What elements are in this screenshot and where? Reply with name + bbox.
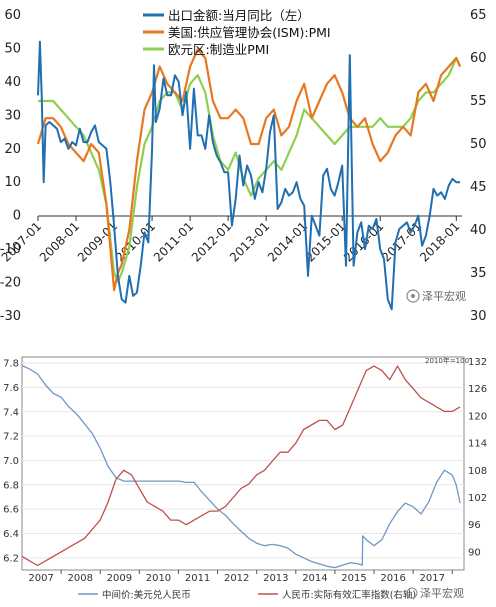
bottom-left-tick-label: 6.8 — [3, 480, 19, 491]
bottom-right-axis-ticks: 132 126 120 114 108 102 96 90 — [468, 357, 487, 558]
top-legend: 出口金额:当月同比（左） 美国:供应管理协会(ISM):PMI 欧元区:制造业P… — [143, 8, 331, 57]
top-right-tick-label: 35 — [470, 266, 487, 281]
top-right-tick-label: 45 — [470, 180, 487, 195]
top-x-tick-label: 2010-01 — [113, 219, 158, 264]
top-left-tick-label: 20 — [4, 142, 21, 157]
bottom-x-tick-label: 2011 — [185, 573, 210, 584]
bottom-gridlines — [22, 362, 464, 559]
legend-entry-ism: 美国:供应管理协会(ISM):PMI — [143, 25, 331, 40]
legend-entry-eurozone: 欧元区:制造业PMI — [143, 42, 269, 57]
legend-label-export: 出口金额:当月同比（左） — [168, 8, 310, 23]
bottom-annotation: 2010年=100 — [425, 356, 469, 365]
watermark-bottom: 泽平宏观 — [406, 586, 464, 600]
legend-entry-export: 出口金额:当月同比（左） — [143, 8, 310, 23]
legend-label-reer: 人民币:实际有效汇率指数(右轴) — [282, 589, 416, 601]
watermark-text-top: 泽平宏观 — [422, 289, 466, 303]
bottom-right-tick-label: 114 — [468, 439, 487, 450]
top-right-tick-label: 50 — [470, 137, 487, 152]
top-x-tick-label: 2013-01 — [227, 219, 272, 264]
top-x-tick-label: 2012-01 — [189, 219, 234, 264]
bottom-right-tick-label: 90 — [468, 547, 481, 558]
bottom-x-tick-label: 2008 — [68, 573, 93, 584]
top-left-tick-label: -20 — [0, 276, 21, 291]
bottom-left-tick-label: 7.2 — [3, 432, 19, 443]
top-left-tick-label: 10 — [4, 175, 21, 190]
bottom-right-tick-label: 120 — [468, 411, 487, 422]
top-x-tick-label: 2011-01 — [151, 219, 196, 264]
bottom-series-lines — [21, 364, 461, 569]
bottom-left-tick-label: 7.4 — [3, 407, 19, 418]
legend-entry-usdcny: 中间价:美元兑人民币 — [78, 589, 191, 601]
top-x-tick-label: 2014-01 — [265, 219, 310, 264]
bottom-right-tick-label: 126 — [468, 384, 487, 395]
watermark-logo-dot-icon — [411, 294, 415, 298]
bottom-right-tick-label: 96 — [468, 520, 481, 531]
top-left-tick-label: 30 — [4, 108, 21, 123]
top-left-tick-label: 0 — [13, 209, 21, 224]
legend-label-eurozone: 欧元区:制造业PMI — [168, 42, 269, 57]
bottom-right-tick-label: 108 — [468, 466, 487, 477]
top-left-tick-label: -10 — [0, 242, 21, 257]
bottom-plot-frame — [21, 356, 465, 571]
bottom-x-tick-label: 2009 — [107, 573, 132, 584]
top-left-axis-ticks: 60 50 40 30 20 10 0 -10 -20 -30 — [0, 8, 21, 324]
bottom-right-tick-label: 102 — [468, 493, 487, 504]
bottom-legend: 中间价:美元兑人民币 人民币:实际有效汇率指数(右轴) — [78, 589, 416, 601]
top-right-tick-label: 40 — [470, 223, 487, 238]
bottom-left-tick-label: 6.6 — [3, 505, 19, 516]
bottom-chart: 7.8 7.6 7.4 7.2 7.0 6.8 6.6 6.4 6.2 132 126 120 114… — [3, 356, 487, 601]
bottom-x-tick-label: 2013 — [263, 573, 288, 584]
legend-label-usdcny: 中间价:美元兑人民币 — [102, 589, 191, 601]
top-x-tick-label: 2008-01 — [37, 219, 82, 264]
bottom-x-tick-label: 2016 — [380, 573, 405, 584]
bottom-right-tick-label: 132 — [468, 357, 487, 368]
bottom-left-tick-label: 7.6 — [3, 383, 19, 394]
bottom-left-tick-label: 7.8 — [3, 359, 19, 370]
bottom-left-tick-label: 6.2 — [3, 553, 19, 564]
top-series-lines — [36, 40, 462, 311]
bottom-left-tick-label: 7.0 — [3, 456, 19, 467]
series-line-ism — [36, 48, 462, 292]
top-left-tick-label: -30 — [0, 309, 21, 324]
top-left-tick-label: 40 — [4, 75, 21, 90]
bottom-left-axis-ticks: 7.8 7.6 7.4 7.2 7.0 6.8 6.6 6.4 6.2 — [3, 359, 19, 565]
watermark-text-bottom: 泽平宏观 — [420, 586, 464, 600]
series-line-reer — [21, 365, 461, 567]
bottom-x-tick-label: 2017 — [420, 573, 445, 584]
top-right-tick-label: 65 — [470, 8, 487, 23]
top-right-tick-label: 55 — [470, 94, 487, 109]
bottom-x-tick-label: 2014 — [302, 573, 327, 584]
bottom-x-axis-ticks: 2007 2008 2009 2010 2011 2012 2013 2014 2015 2016… — [28, 570, 453, 584]
top-right-tick-label: 30 — [470, 309, 487, 324]
series-line-export — [37, 40, 461, 311]
top-left-tick-label: 60 — [4, 8, 21, 23]
legend-label-ism: 美国:供应管理协会(ISM):PMI — [168, 25, 331, 40]
top-right-axis-ticks: 65 60 55 50 45 40 35 30 — [470, 8, 487, 324]
bottom-left-tick-label: 6.4 — [3, 529, 19, 540]
legend-entry-reer: 人民币:实际有效汇率指数(右轴) — [258, 589, 416, 601]
bottom-x-tick-label: 2015 — [341, 573, 366, 584]
watermark-logo-icon — [406, 289, 420, 303]
bottom-x-tick-label: 2007 — [28, 573, 53, 584]
watermark-top: 泽平宏观 — [406, 289, 466, 303]
watermark-bottom-logo-icon — [406, 587, 418, 599]
top-right-tick-label: 60 — [470, 51, 487, 66]
series-line-usdcny — [21, 364, 461, 569]
bottom-x-tick-label: 2010 — [146, 573, 171, 584]
top-left-tick-label: 50 — [4, 41, 21, 56]
bottom-x-tick-label: 2012 — [224, 573, 249, 584]
